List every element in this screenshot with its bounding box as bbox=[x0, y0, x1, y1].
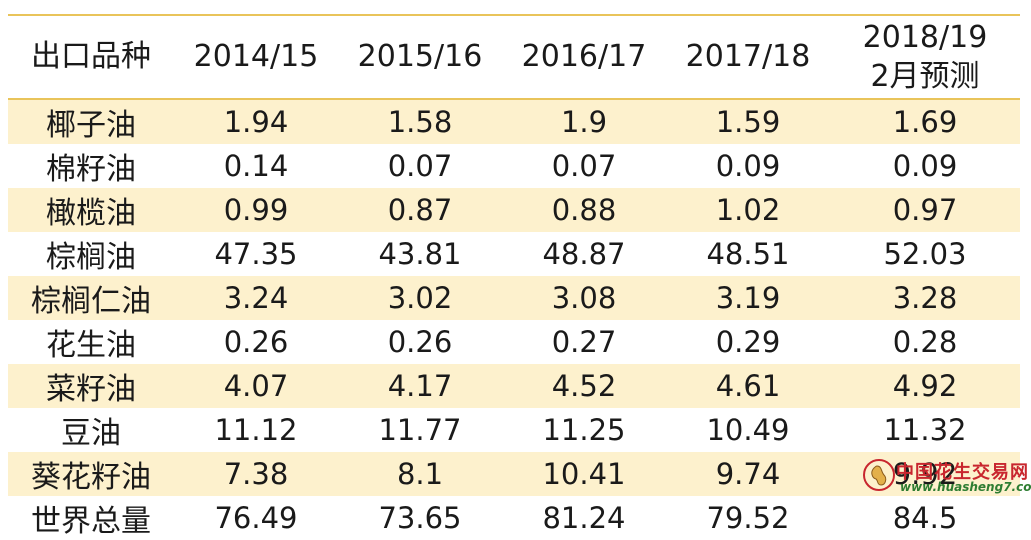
table-row: 葵花籽油 7.38 8.1 10.41 9.74 9.92 bbox=[8, 452, 1020, 496]
column-header-2017-18: 2017/18 bbox=[685, 39, 811, 74]
table-cell: 0.88 bbox=[551, 193, 617, 227]
table-row: 世界总量 76.49 73.65 81.24 79.52 84.5 bbox=[8, 496, 1020, 540]
table-cell: 48.87 bbox=[542, 237, 626, 271]
table-cell: 84.5 bbox=[892, 501, 958, 535]
row-label: 棕榈仁油 bbox=[31, 284, 151, 319]
column-header-2016-17: 2016/17 bbox=[521, 39, 647, 74]
table-cell: 9.92 bbox=[892, 457, 958, 491]
row-label: 棕榈油 bbox=[46, 240, 136, 275]
watermark: 中国花生交易网 www.huasheng7.com bbox=[862, 456, 1031, 496]
table-cell: 11.12 bbox=[214, 413, 298, 447]
table-cell: 43.81 bbox=[378, 237, 462, 271]
table-row: 橄榄油 0.99 0.87 0.88 1.02 0.97 bbox=[8, 188, 1020, 232]
table-cell: 0.09 bbox=[892, 149, 958, 183]
table-cell: 3.28 bbox=[892, 281, 958, 315]
table-row: 豆油 11.12 11.77 11.25 10.49 11.32 bbox=[8, 408, 1020, 452]
column-header-2014-15: 2014/15 bbox=[193, 39, 319, 74]
table-row: 花生油 0.26 0.26 0.27 0.29 0.28 bbox=[8, 320, 1020, 364]
table-cell: 4.07 bbox=[223, 369, 289, 403]
row-label: 世界总量 bbox=[31, 504, 151, 539]
table-cell: 0.07 bbox=[387, 149, 453, 183]
row-label: 豆油 bbox=[61, 416, 121, 451]
table-cell: 0.97 bbox=[892, 193, 958, 227]
table-cell: 73.65 bbox=[378, 501, 462, 535]
table-cell: 9.74 bbox=[715, 457, 781, 491]
column-header-2018-19-line2: 2月预测 bbox=[870, 59, 980, 94]
row-label: 棉籽油 bbox=[46, 152, 136, 187]
table-cell: 81.24 bbox=[542, 501, 626, 535]
table-cell: 10.41 bbox=[542, 457, 626, 491]
table-cell: 0.09 bbox=[715, 149, 781, 183]
table-cell: 0.99 bbox=[223, 193, 289, 227]
table-cell: 0.87 bbox=[387, 193, 453, 227]
table-cell: 3.08 bbox=[551, 281, 617, 315]
table-cell: 0.26 bbox=[387, 325, 453, 359]
row-label: 花生油 bbox=[46, 328, 136, 363]
row-label: 椰子油 bbox=[46, 108, 136, 143]
table-row: 菜籽油 4.07 4.17 4.52 4.61 4.92 bbox=[8, 364, 1020, 408]
table-cell: 76.49 bbox=[214, 501, 298, 535]
table-cell: 10.49 bbox=[706, 413, 790, 447]
table-cell: 11.77 bbox=[378, 413, 462, 447]
column-header-2018-19-line1: 2018/19 bbox=[862, 20, 988, 55]
table-cell: 52.03 bbox=[883, 237, 967, 271]
watermark-site-name: 中国花生交易网 bbox=[896, 462, 1029, 483]
table-cell: 0.07 bbox=[551, 149, 617, 183]
table-cell: 1.69 bbox=[892, 105, 958, 139]
table-cell: 0.29 bbox=[715, 325, 781, 359]
row-label: 橄榄油 bbox=[46, 196, 136, 231]
table-cell: 0.28 bbox=[892, 325, 958, 359]
table-cell: 7.38 bbox=[223, 457, 289, 491]
table-row: 椰子油 1.94 1.58 1.9 1.59 1.69 bbox=[8, 99, 1020, 144]
column-header-2018-19-forecast: 2018/19 2月预测 bbox=[830, 16, 1020, 99]
table-cell: 0.26 bbox=[223, 325, 289, 359]
table-cell: 1.02 bbox=[715, 193, 781, 227]
column-header-2015-16: 2015/16 bbox=[357, 39, 483, 74]
peanut-logo-icon bbox=[863, 459, 895, 491]
table-row: 棕榈仁油 3.24 3.02 3.08 3.19 3.28 bbox=[8, 276, 1020, 320]
table-cell: 4.52 bbox=[551, 369, 617, 403]
table-top-rule bbox=[8, 14, 1020, 16]
table-cell: 1.94 bbox=[223, 105, 289, 139]
table-cell: 1.9 bbox=[560, 105, 608, 139]
table-cell: 4.61 bbox=[715, 369, 781, 403]
table-cell: 4.17 bbox=[387, 369, 453, 403]
table-cell: 1.58 bbox=[387, 105, 453, 139]
table-cell: 48.51 bbox=[706, 237, 790, 271]
table-cell: 47.35 bbox=[214, 237, 298, 271]
table-cell: 3.19 bbox=[715, 281, 781, 315]
table-cell: 0.14 bbox=[223, 149, 289, 183]
table-cell: 3.02 bbox=[387, 281, 453, 315]
header-row: 出口品种 2014/15 2015/16 2016/17 2017/18 201… bbox=[8, 16, 1020, 99]
watermark-url: www.huasheng7.com bbox=[900, 480, 1031, 494]
table-cell: 8.1 bbox=[396, 457, 444, 491]
row-label: 葵花籽油 bbox=[31, 460, 151, 495]
column-header-variety: 出口品种 bbox=[31, 39, 151, 74]
table-cell: 79.52 bbox=[706, 501, 790, 535]
table-cell: 1.59 bbox=[715, 105, 781, 139]
table-row: 棕榈油 47.35 43.81 48.87 48.51 52.03 bbox=[8, 232, 1020, 276]
table-cell: 4.92 bbox=[892, 369, 958, 403]
table-cell: 0.27 bbox=[551, 325, 617, 359]
table-cell: 11.25 bbox=[542, 413, 626, 447]
table-cell: 3.24 bbox=[223, 281, 289, 315]
table-row: 棉籽油 0.14 0.07 0.07 0.09 0.09 bbox=[8, 144, 1020, 188]
row-label: 菜籽油 bbox=[46, 372, 136, 407]
table-cell: 11.32 bbox=[883, 413, 967, 447]
